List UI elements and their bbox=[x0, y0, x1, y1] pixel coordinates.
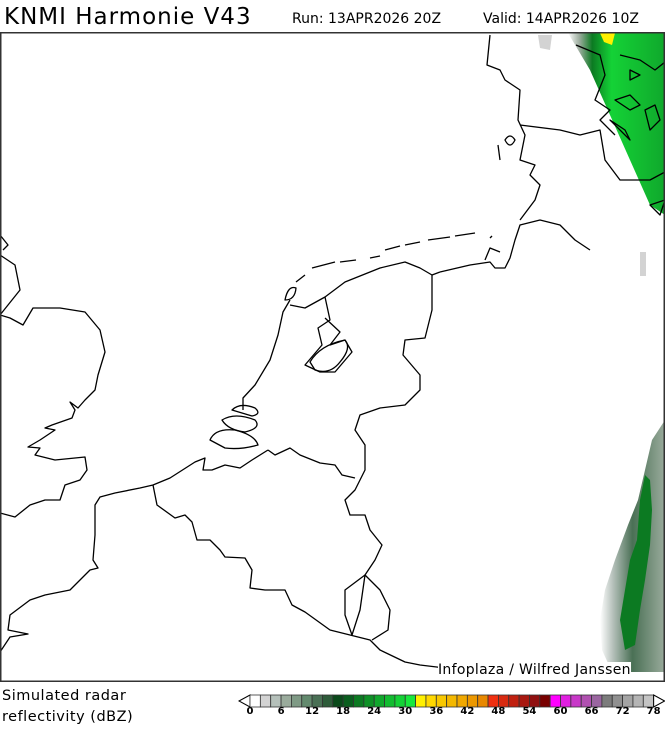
colorbar-tick-label: 78 bbox=[646, 706, 661, 717]
colorbar-tick-label: 12 bbox=[305, 706, 320, 717]
colorbar-swatch bbox=[384, 694, 396, 708]
colorbar-tick-label: 66 bbox=[584, 706, 599, 717]
colorbar-tick-label: 54 bbox=[522, 706, 537, 717]
colorbar-tick-label: 6 bbox=[277, 706, 285, 717]
colorbar-tick-label: 18 bbox=[336, 706, 351, 717]
valid-time: Valid: 14APR2026 10Z bbox=[483, 11, 639, 27]
colorbar-swatch bbox=[259, 694, 272, 708]
precip-core-southeast bbox=[620, 475, 652, 650]
color-scale-bar bbox=[238, 694, 665, 708]
run-time: Run: 13APR2026 20Z bbox=[292, 11, 442, 27]
legend-label-line1: Simulated radar bbox=[2, 688, 127, 704]
colorbar-tick-label: 36 bbox=[429, 706, 444, 717]
colorbar-swatch bbox=[632, 694, 644, 708]
colorbar-swatch bbox=[353, 694, 365, 708]
precip-core-northeast bbox=[600, 33, 615, 45]
model-title: KNMI Harmonie V43 bbox=[4, 4, 252, 30]
map-background bbox=[0, 32, 665, 682]
precip-gray-spot bbox=[538, 35, 552, 50]
colorbar-right-arrow bbox=[653, 694, 665, 708]
colorbar-swatch bbox=[291, 694, 303, 708]
colorbar-swatch bbox=[570, 694, 582, 708]
colorbar-swatch bbox=[508, 694, 520, 708]
credit-text: Infoplaza / Wilfred Janssen bbox=[438, 662, 631, 678]
colorbar-tick-label: 42 bbox=[460, 706, 475, 717]
precip-gray-spot bbox=[640, 252, 646, 276]
colorbar-tick-label: 60 bbox=[553, 706, 568, 717]
colorbar-tick-label: 30 bbox=[398, 706, 413, 717]
colorbar-swatch bbox=[477, 694, 489, 708]
radar-map bbox=[0, 32, 665, 682]
colorbar-swatch bbox=[322, 694, 334, 708]
colorbar-swatch bbox=[601, 694, 613, 708]
legend-label-line2: reflectivity (dBZ) bbox=[2, 709, 134, 725]
colorbar-swatch bbox=[415, 694, 427, 708]
legend-label: Simulated radar reflectivity (dBZ) bbox=[2, 686, 133, 728]
colorbar-tick-label: 48 bbox=[491, 706, 506, 717]
colorbar-tick-label: 24 bbox=[367, 706, 382, 717]
colorbar-swatch bbox=[539, 694, 551, 708]
map-frame bbox=[0, 32, 665, 682]
colorbar-tick-label: 72 bbox=[615, 706, 630, 717]
colorbar-swatch bbox=[446, 694, 458, 708]
coastlines-borders bbox=[0, 34, 665, 669]
colorbar-tick-label: 0 bbox=[246, 706, 254, 717]
